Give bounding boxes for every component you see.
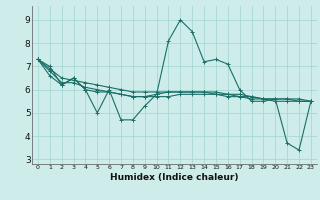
X-axis label: Humidex (Indice chaleur): Humidex (Indice chaleur) — [110, 173, 239, 182]
